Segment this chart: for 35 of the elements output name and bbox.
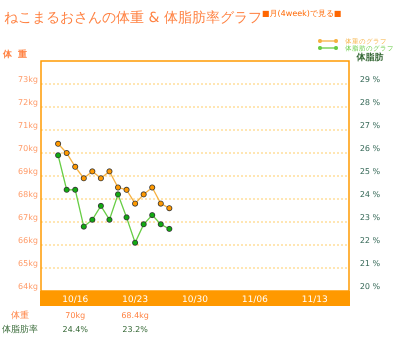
y-tick-label: 66kg [18, 236, 38, 245]
y-tick-label: 67kg [18, 213, 38, 222]
y-tick-label: 73kg [18, 75, 38, 84]
y-tick-label: 65kg [18, 259, 38, 268]
y-tick-label: 70kg [18, 144, 38, 153]
y-tick-label: 72kg [18, 98, 38, 107]
x-tick-label: 11/13 [302, 295, 328, 305]
y-tick-label: 68kg [18, 190, 38, 199]
y2-tick-label: 24 % [360, 190, 381, 199]
y2-tick-label: 27 % [360, 121, 381, 130]
y-tick-label: 69kg [18, 167, 38, 176]
y-tick-label: 71kg [18, 121, 38, 130]
text: 68.4kg [121, 311, 149, 320]
y-axis-title: 体重 [2, 49, 33, 60]
y2-tick-label: 26 % [360, 144, 381, 153]
text: 体脂肪率 [2, 324, 38, 335]
y-tick-label: 64kg [18, 282, 38, 291]
x-tick-label: 10/23 [122, 295, 148, 305]
y2-tick-label: 20 % [360, 282, 381, 291]
y2-axis-title: 体脂肪 [356, 52, 384, 63]
y2-tick-label: 29 % [360, 75, 381, 84]
y2-tick-label: 21 % [360, 259, 381, 268]
text: 70kg [65, 311, 86, 320]
y2-tick-label: 22 % [360, 236, 381, 245]
y2-tick-label: 25 % [360, 167, 381, 176]
x-tick-label: 10/30 [182, 295, 208, 305]
title: ねこまるおさんの体重 & 体脂肪率グラフ [4, 10, 262, 26]
x-tick-label: 11/06 [242, 295, 268, 305]
text: 24.4% [62, 325, 88, 334]
y2-tick-label: 23 % [360, 213, 381, 222]
x-tick-label: 10/16 [62, 295, 88, 305]
y2-tick-label: 28 % [360, 98, 381, 107]
text: 体重 [11, 310, 29, 321]
text: 23.2% [122, 325, 148, 334]
text: ■月(4week)で見る■ [262, 9, 342, 18]
